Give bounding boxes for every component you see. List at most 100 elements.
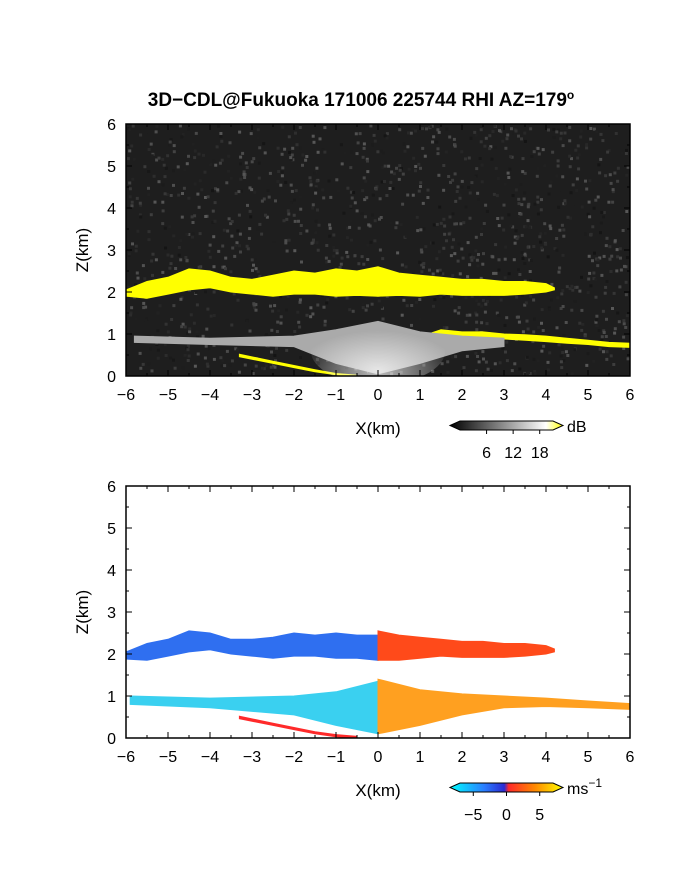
noise-pixel [212, 265, 216, 269]
noise-pixel [221, 359, 225, 363]
y-tick-label: 5 [107, 159, 116, 176]
noise-pixel [365, 157, 369, 161]
noise-pixel [172, 304, 176, 308]
noise-pixel [164, 246, 168, 250]
noise-pixel [385, 194, 389, 197]
noise-pixel [407, 167, 411, 171]
noise-pixel [294, 189, 298, 193]
x-tick-label: 3 [500, 749, 509, 766]
noise-pixel [181, 366, 185, 370]
noise-pixel [450, 294, 454, 298]
noise-pixel [580, 275, 583, 279]
noise-pixel [293, 198, 297, 202]
velocity-panel: −6 −5 −4 −3 −2 −1 0 1 2 3 4 5 6 0 1 2 3 4 5 6 X(km) Z(km) −5 0 5… [73, 479, 635, 824]
colorbar-bar [448, 782, 565, 793]
noise-pixel [142, 301, 146, 305]
noise-pixel [549, 180, 553, 184]
noise-pixel [372, 133, 376, 137]
noise-pixel [172, 144, 176, 148]
noise-pixel [138, 201, 142, 205]
noise-pixel [335, 178, 339, 182]
noise-pixel [236, 298, 240, 302]
noise-pixel [352, 191, 356, 195]
y-tick-label: 6 [107, 479, 116, 496]
noise-pixel [475, 299, 479, 303]
colorbar-tick-label: 0 [502, 807, 511, 824]
noise-pixel [169, 356, 173, 360]
noise-pixel [451, 178, 455, 182]
y-tick-label: 6 [107, 117, 116, 134]
noise-pixel [357, 226, 361, 230]
noise-pixel [126, 157, 130, 161]
noise-pixel [547, 128, 550, 132]
noise-pixel [436, 128, 440, 132]
noise-pixel [213, 201, 217, 205]
noise-pixel [501, 346, 505, 350]
noise-pixel [482, 222, 486, 225]
noise-pixel [605, 317, 608, 321]
noise-pixel [503, 257, 507, 261]
noise-pixel [350, 238, 353, 242]
noise-pixel [194, 131, 198, 135]
noise-pixel [253, 190, 257, 194]
noise-pixel [556, 164, 560, 168]
noise-pixel [600, 338, 604, 342]
noise-pixel [248, 329, 252, 333]
noise-pixel [619, 268, 623, 272]
noise-pixel [172, 150, 176, 154]
noise-pixel [216, 188, 220, 192]
noise-pixel [465, 354, 469, 358]
noise-pixel [250, 258, 254, 262]
noise-pixel [616, 179, 620, 183]
noise-pixel [398, 164, 402, 168]
noise-pixel [570, 284, 574, 288]
noise-pixel [252, 263, 255, 267]
noise-pixel [369, 240, 373, 244]
noise-pixel [256, 227, 260, 231]
noise-pixel [424, 245, 428, 249]
noise-pixel [283, 147, 287, 151]
y-tick-label: 4 [107, 201, 116, 218]
noise-pixel [520, 203, 524, 207]
noise-pixel [186, 127, 190, 131]
noise-pixel [406, 145, 410, 149]
noise-pixel [484, 203, 488, 207]
noise-pixel [328, 223, 332, 227]
noise-pixel [316, 150, 320, 154]
x-tick-label: 2 [458, 749, 467, 766]
noise-pixel [480, 321, 484, 325]
noise-pixel [206, 195, 210, 199]
noise-pixel [553, 247, 557, 251]
noise-pixel [322, 305, 326, 309]
noise-pixel [624, 293, 628, 297]
noise-pixel [252, 302, 256, 306]
noise-pixel [504, 245, 508, 249]
noise-pixel [212, 290, 216, 294]
noise-pixel [595, 314, 599, 318]
noise-pixel [415, 300, 418, 304]
noise-pixel [237, 213, 241, 217]
noise-pixel [248, 186, 252, 190]
noise-pixel [440, 362, 444, 366]
noise-pixel [193, 149, 197, 153]
noise-pixel [593, 251, 596, 255]
noise-pixel [151, 273, 154, 277]
noise-pixel [179, 297, 183, 301]
noise-pixel [520, 233, 524, 237]
noise-pixel [483, 310, 487, 314]
noise-pixel [144, 318, 148, 322]
noise-pixel [591, 225, 595, 229]
noise-pixel [532, 298, 536, 302]
noise-pixel [290, 153, 294, 157]
noise-pixel [219, 356, 223, 360]
noise-pixel [188, 330, 192, 334]
noise-pixel [294, 131, 297, 135]
colorbar-bar [448, 420, 565, 431]
noise-pixel [585, 146, 589, 150]
noise-pixel [138, 351, 142, 355]
noise-pixel [429, 125, 433, 129]
noise-pixel [404, 234, 408, 238]
noise-pixel [555, 130, 559, 134]
noise-pixel [622, 319, 626, 323]
noise-pixel [235, 241, 239, 245]
